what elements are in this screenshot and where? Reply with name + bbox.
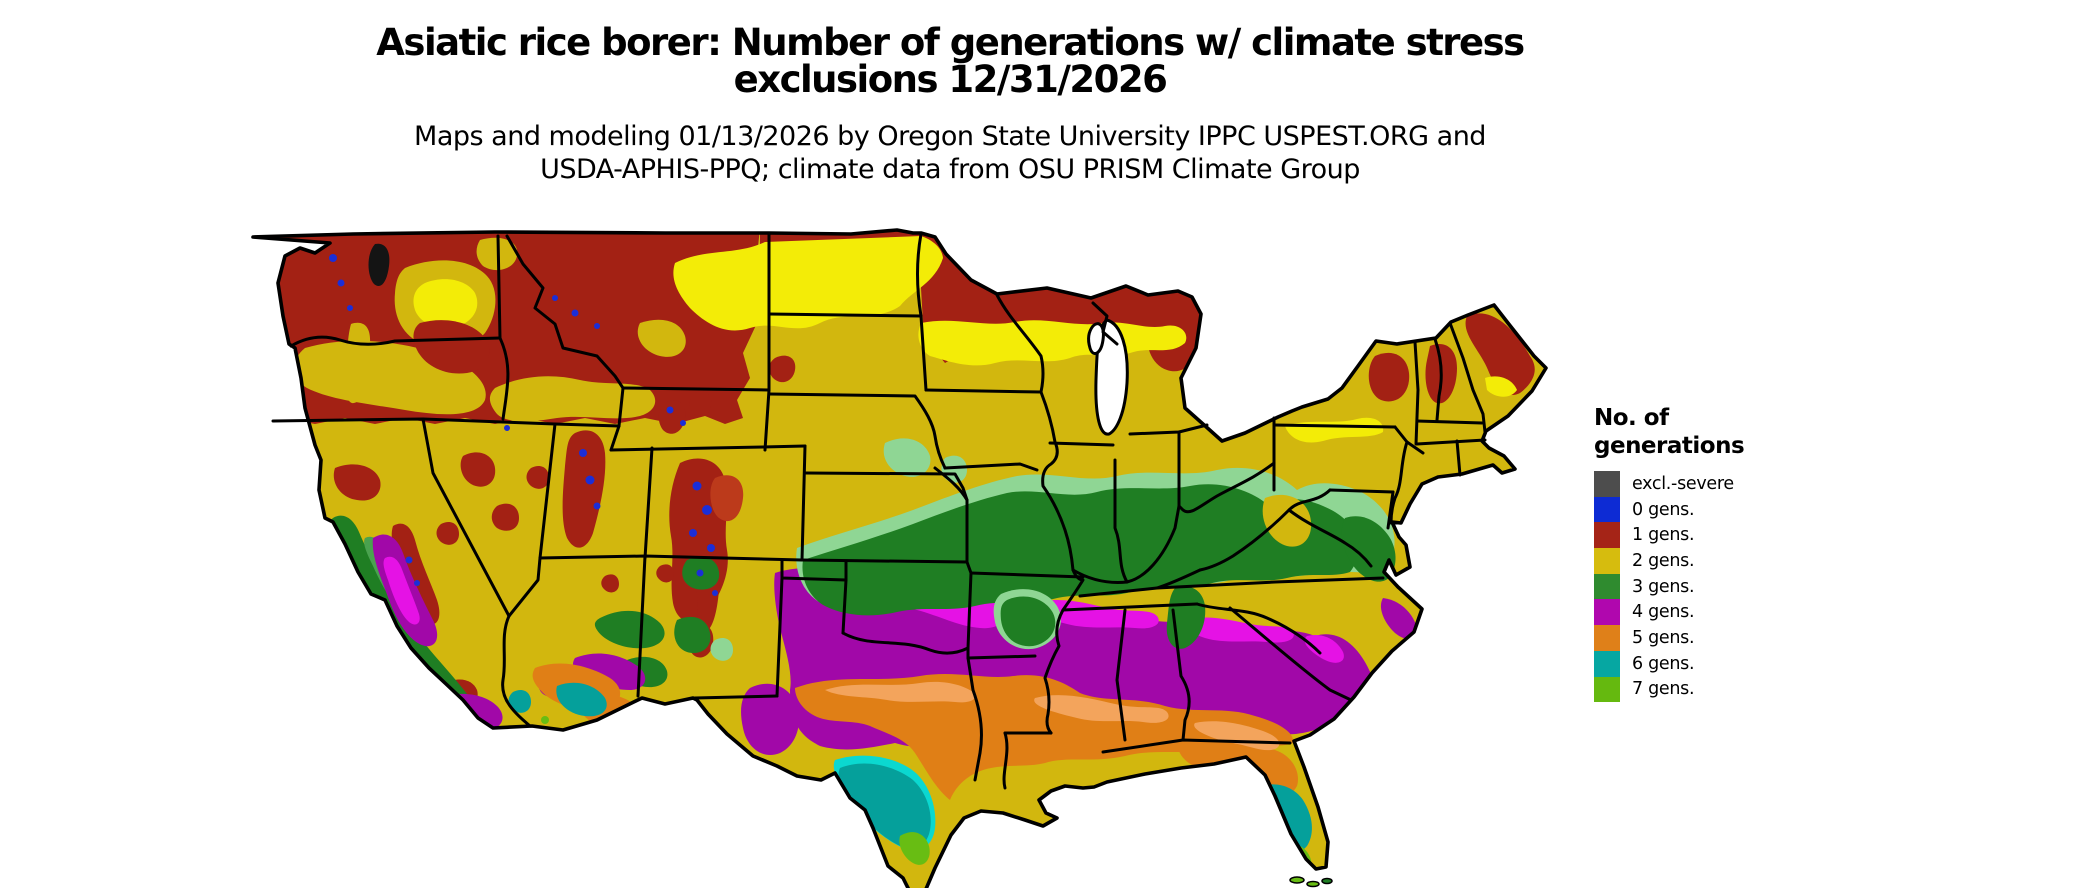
legend-swatch	[1594, 573, 1620, 600]
legend-item: 6 gens.	[1594, 650, 1834, 677]
legend-item: 5 gens.	[1594, 625, 1834, 651]
region-2gens-appalachia	[1262, 494, 1312, 547]
legend: No. of generations excl.-severe 0 gens. 1 …	[1594, 404, 1834, 703]
page-subtitle: Maps and modeling 01/13/2026 by Oregon S…	[275, 120, 1625, 186]
subtitle-line-2: USDA-APHIS-PPQ; climate data from OSU PR…	[540, 154, 1360, 185]
us-outline	[251, 228, 1548, 892]
us-generations-map	[245, 228, 1575, 892]
subtitle-line-1: Maps and modeling 01/13/2026 by Oregon S…	[414, 121, 1486, 152]
legend-label: 2 gens.	[1632, 550, 1695, 571]
legend-swatch	[1594, 625, 1620, 651]
legend-label: 6 gens.	[1632, 653, 1695, 674]
legend-item: 3 gens.	[1594, 573, 1834, 600]
legend-swatch	[1594, 471, 1620, 497]
legend-item: 2 gens.	[1594, 548, 1834, 574]
puget-sound	[368, 243, 390, 286]
title-line-2: exclusions 12/31/2026	[733, 58, 1168, 101]
legend-swatch	[1594, 676, 1620, 703]
legend-item: 4 gens.	[1594, 599, 1834, 626]
legend-swatch	[1594, 496, 1620, 523]
legend-swatch	[1594, 522, 1620, 549]
legend-item: 7 gens.	[1594, 676, 1834, 703]
legend-label: 7 gens.	[1632, 679, 1695, 700]
legend-label: 5 gens.	[1632, 627, 1695, 648]
page-title: Asiatic rice borer: Number of generation…	[275, 24, 1625, 98]
legend-title-line-1: No. of	[1594, 405, 1669, 431]
great-lakes	[1087, 318, 1129, 436]
legend-label: excl.-severe	[1632, 473, 1734, 494]
legend-label: 3 gens.	[1632, 576, 1695, 597]
legend-swatch	[1594, 548, 1620, 574]
region-1gen-mountains	[333, 391, 744, 707]
legend-rows: excl.-severe 0 gens. 1 gens. 2 gens. 3 gens.…	[1594, 471, 1834, 703]
title-line-1: Asiatic rice borer: Number of generation…	[376, 21, 1525, 64]
legend-label: 0 gens.	[1632, 499, 1695, 520]
legend-title-line-2: generations	[1594, 433, 1745, 459]
map-svg	[251, 228, 1548, 892]
legend-label: 1 gens.	[1632, 525, 1695, 546]
florida-keys	[1289, 876, 1333, 888]
green-bay	[1087, 322, 1105, 355]
region-2gens-west	[293, 237, 726, 422]
legend-swatch	[1594, 650, 1620, 677]
state-borders	[271, 232, 1487, 790]
legend-item: excl.-severe	[1594, 471, 1834, 497]
map-regions	[253, 230, 1546, 888]
legend-item: 0 gens.	[1594, 496, 1834, 523]
legend-label: 4 gens.	[1632, 602, 1695, 623]
legend-swatch	[1594, 599, 1620, 626]
legend-item: 1 gens.	[1594, 522, 1834, 549]
region-0gens	[329, 254, 718, 596]
